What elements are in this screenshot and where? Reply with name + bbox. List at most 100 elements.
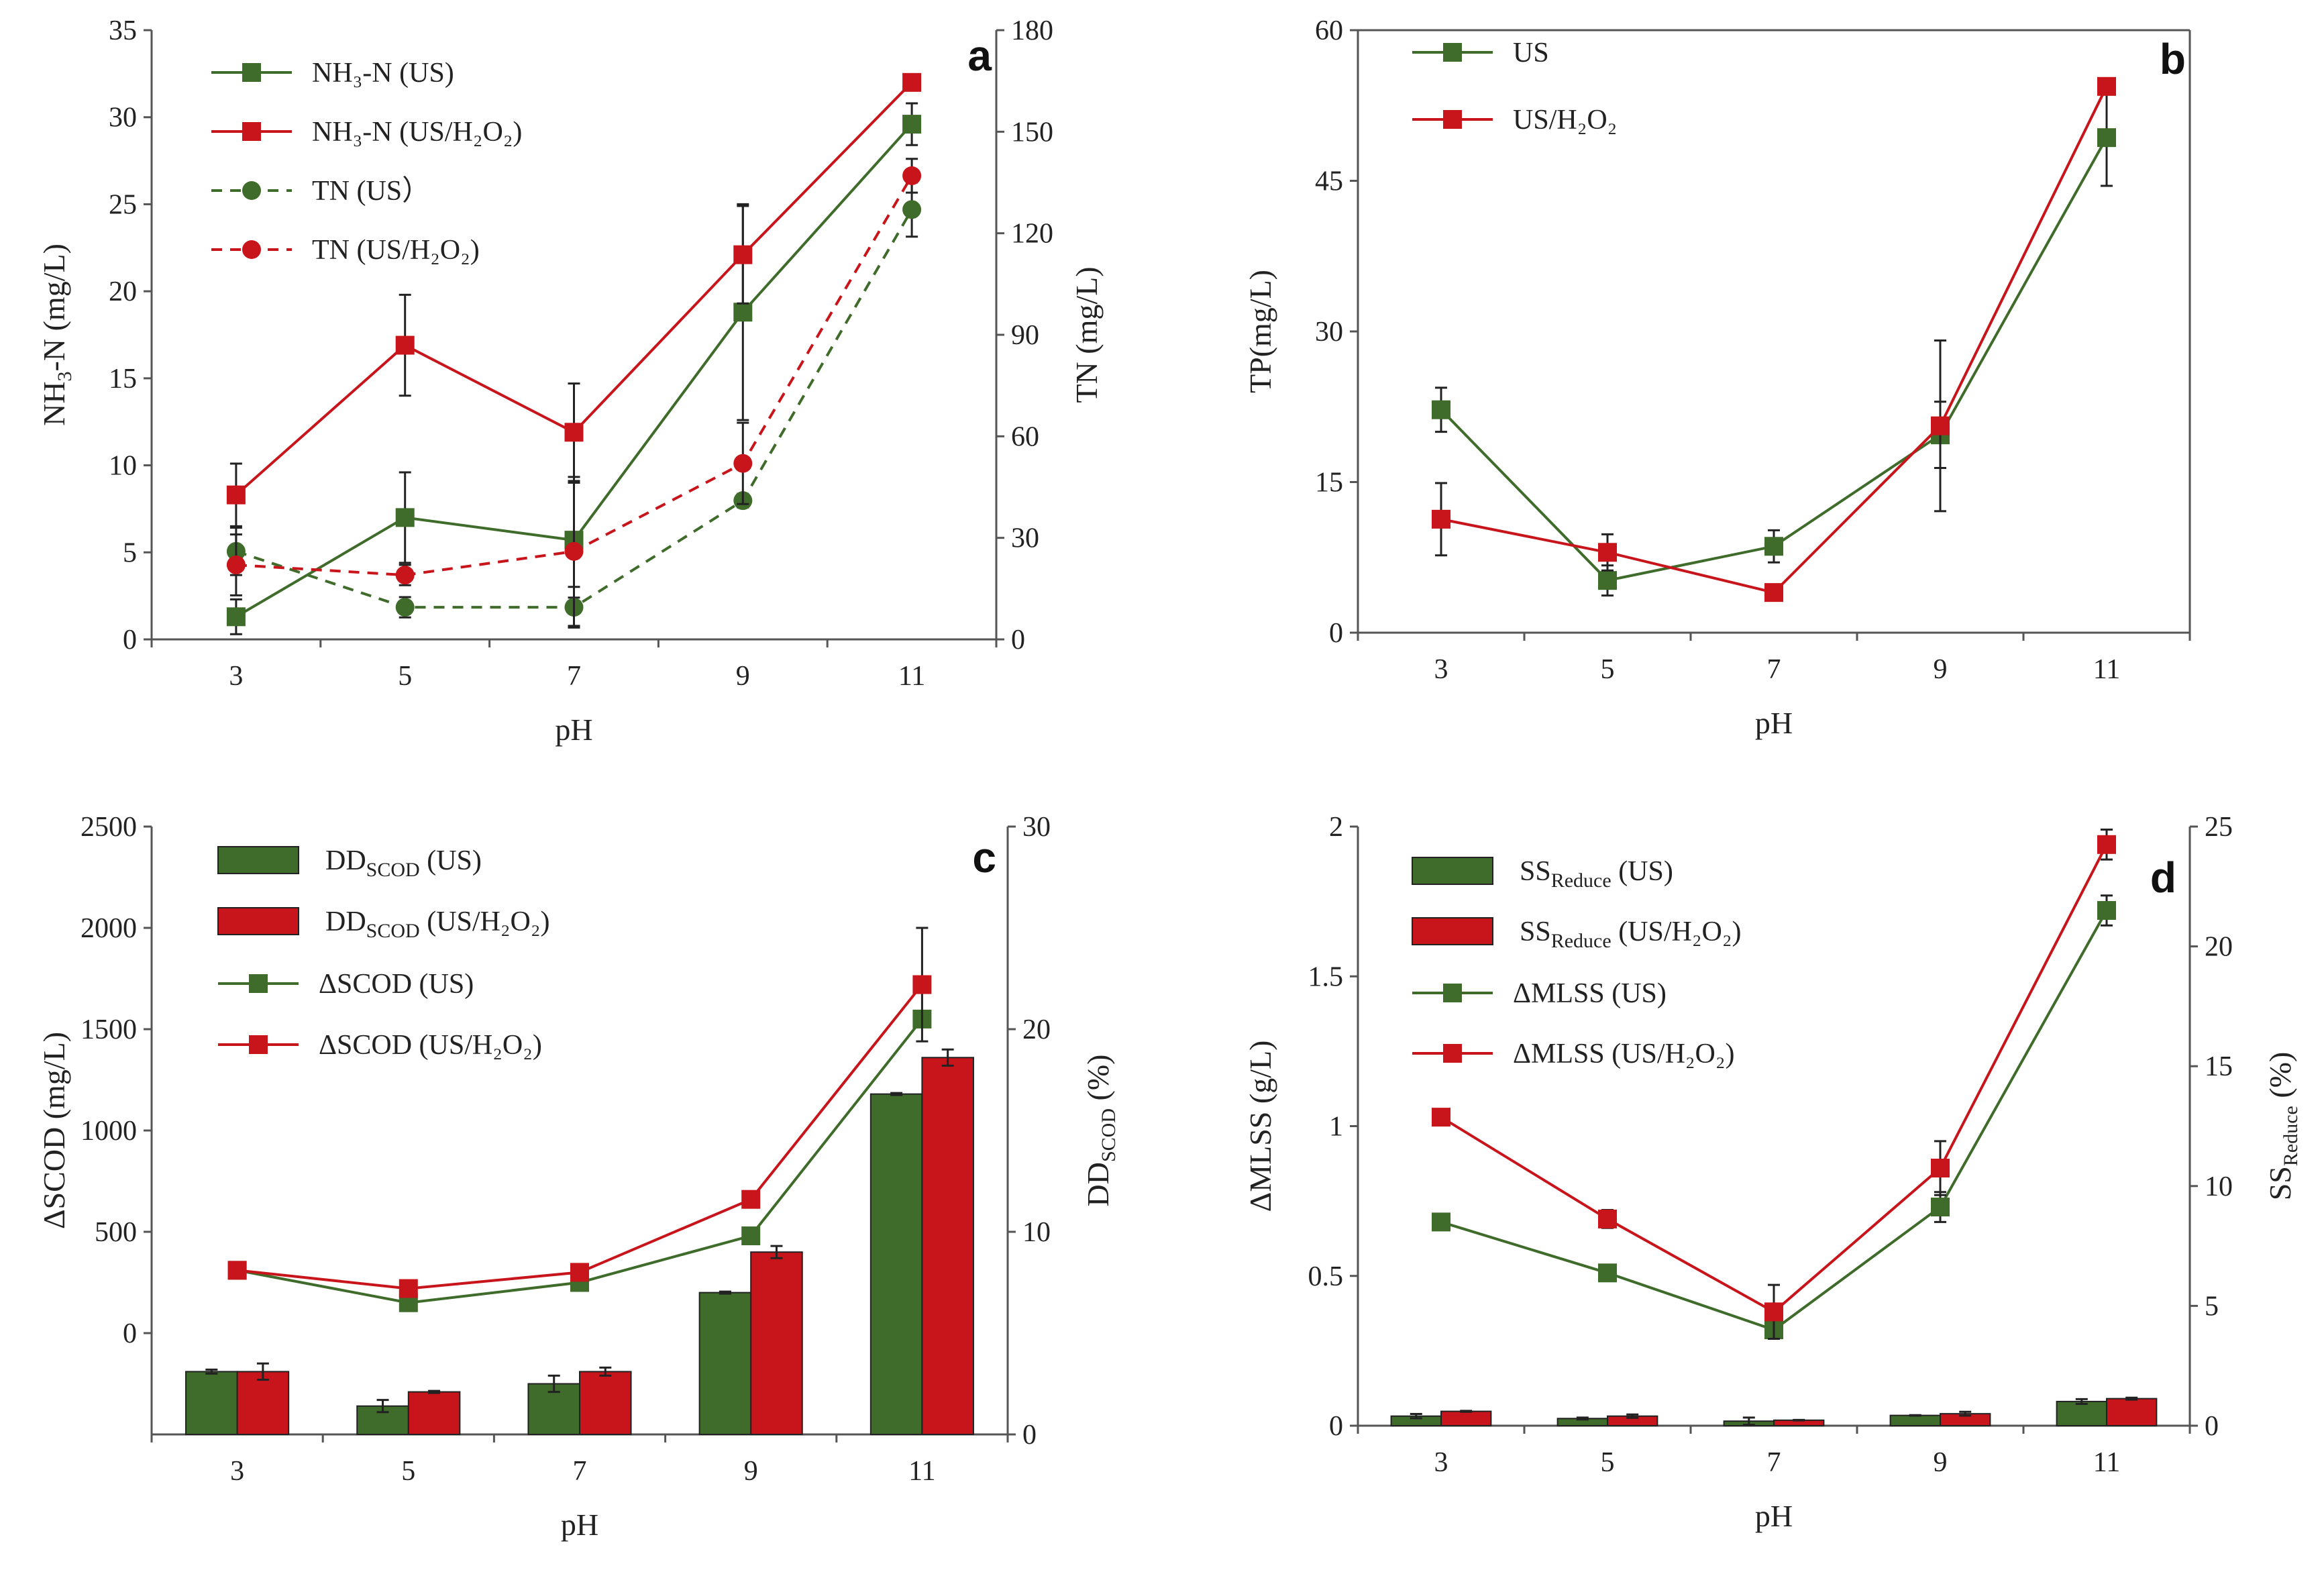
a-legend-marker: [242, 122, 261, 141]
c-bar-1-0: [236, 1371, 290, 1436]
d-y2-axis-title: SSReduce (%): [2263, 1052, 2302, 1201]
d-xtick-label: 3: [1434, 1447, 1448, 1478]
c-x-axis-title: pH: [561, 1508, 598, 1542]
c-y2tick-label: 10: [1022, 1217, 1051, 1248]
b-y-axis-title: TP(mg/L): [1243, 270, 1277, 393]
d-ytick-label: 0.5: [1308, 1261, 1344, 1292]
a-ytick-label: 5: [123, 537, 137, 568]
c-bar-0-0: [185, 1371, 238, 1436]
c-y-axis-title: ΔSCOD (mg/L): [37, 1032, 71, 1229]
d-y2tick-label: 15: [2205, 1051, 2233, 1082]
c-legend-label: ΔSCOD (US): [319, 969, 474, 1000]
d-bar-errorbar: [2075, 1398, 2088, 1405]
a-xtick-label: 7: [567, 661, 581, 692]
d-series-point-1-4: [2097, 835, 2116, 854]
panel-b: 0 15 30 45 60 3 5 7 9 11 pH TP(mg/L) US US/H₂O₂ b: [1243, 15, 2191, 740]
a-x-axis-title: pH: [555, 713, 592, 747]
a-xtick-label: 5: [398, 661, 412, 692]
c-xtick-label: 3: [230, 1456, 244, 1487]
b-xtick-label: 3: [1434, 654, 1448, 685]
a-legend-label: TN (US）: [312, 176, 430, 207]
b-ytick-label: 0: [1329, 618, 1343, 649]
d-bar-errorbar: [1959, 1410, 1972, 1417]
c-bar-errorbar: [890, 1092, 903, 1096]
c-bar-0-3: [698, 1292, 752, 1435]
d-legend-label: SSReduce (US/H₂O₂): [1520, 916, 1741, 952]
c-series-point-1-2: [570, 1263, 589, 1282]
d-series-point-0-1: [1598, 1263, 1617, 1283]
d-bar-errorbar: [2125, 1396, 2138, 1401]
c-ytick-label: 500: [95, 1217, 137, 1248]
a-series-point-2-1: [395, 598, 415, 617]
a-xtick-label: 11: [898, 661, 925, 692]
b-xtick-label: 9: [1934, 654, 1948, 685]
b-series-line-0: [1440, 137, 2108, 582]
b-series-point-0-4: [2097, 128, 2116, 148]
a-legend-label: TN (US/H₂O₂): [312, 235, 480, 266]
a-ytick-label: 0: [123, 625, 137, 655]
d-series-point-1-3: [1931, 1159, 1950, 1178]
a-legend-marker: [242, 181, 261, 200]
d-ytick-label: 1.5: [1308, 961, 1344, 992]
d-xtick-label: 9: [1934, 1447, 1948, 1478]
d-bar-errorbar: [1460, 1410, 1473, 1413]
a-y2tick-label: 60: [1011, 421, 1039, 452]
a-y-axis-title: NH3-N (mg/L): [37, 244, 76, 426]
d-series-point-0-0: [1432, 1212, 1450, 1232]
a-ytick-label: 25: [109, 189, 137, 220]
b-series-point-1-4: [2097, 76, 2116, 96]
d-series-point-0-4: [2097, 901, 2116, 920]
panel-c: 0 500 1000 1500 2000 2500 0 10 20 30 3 5 7 9 11 pH ΔSCOD…: [37, 812, 1120, 1542]
a-ytick-label: 20: [109, 276, 137, 307]
d-legend-marker: [1443, 1044, 1462, 1063]
a-legend-marker: [242, 240, 261, 259]
c-bar-errorbar: [941, 1048, 954, 1067]
a-legend-marker: [242, 63, 261, 82]
b-series-point-0-2: [1764, 537, 1783, 556]
c-xtick-label: 7: [573, 1456, 587, 1487]
d-legend-swatch: [1412, 917, 1493, 945]
d-bar-1-0: [1440, 1410, 1492, 1427]
c-legend-marker: [249, 1035, 268, 1054]
b-series-point-0-0: [1432, 400, 1450, 419]
c-bar-1-2: [579, 1371, 632, 1436]
d-bar-1-4: [2106, 1398, 2158, 1427]
c-legend: DDSCOD (US) DDSCOD (US/H₂O₂) ΔSCOD (US) ΔSC…: [217, 845, 549, 1061]
a-series-point-3-1: [395, 566, 415, 585]
a-series-point-1-2: [564, 423, 584, 442]
c-bar-errorbar: [770, 1245, 783, 1259]
b-legend: US US/H₂O₂: [1412, 38, 1617, 136]
d-bar-errorbar: [1626, 1413, 1639, 1419]
d-legend: SSReduce (US) SSReduce (US/H₂O₂) ΔMLSS (US…: [1412, 856, 1741, 1069]
c-xtick-label: 5: [401, 1456, 415, 1487]
b-ytick-label: 45: [1315, 166, 1343, 197]
b-series-point-1-2: [1764, 583, 1783, 602]
b-legend-marker: [1443, 110, 1462, 129]
d-legend-marker: [1443, 984, 1462, 1002]
c-legend-swatch: [217, 846, 299, 874]
d-bar-errorbar: [1576, 1416, 1589, 1421]
b-ytick-label: 60: [1315, 15, 1343, 46]
c-bar-errorbar: [205, 1368, 218, 1375]
a-y2tick-label: 0: [1011, 625, 1025, 655]
c-ytick-label: 0: [123, 1318, 137, 1349]
c-bar-errorbar: [547, 1374, 560, 1393]
a-ytick-label: 15: [109, 364, 137, 394]
b-xtick-label: 11: [2093, 654, 2120, 685]
a-series-point-1-0: [226, 485, 246, 505]
c-legend-marker: [249, 974, 268, 993]
c-series-point-1-1: [399, 1279, 418, 1298]
b-series-point-0-1: [1598, 571, 1617, 590]
a-ytick-label: 30: [109, 103, 137, 134]
b-series-point-1-3: [1931, 416, 1950, 435]
d-y-axis-title: ΔMLSS (g/L): [1243, 1041, 1277, 1212]
a-panel-letter: a: [967, 32, 992, 80]
c-bar-0-4: [869, 1093, 923, 1435]
a-y2tick-label: 30: [1011, 523, 1039, 554]
d-bar-0-4: [2056, 1400, 2108, 1427]
c-legend-swatch: [217, 907, 299, 935]
a-y2tick-label: 150: [1011, 117, 1053, 148]
d-legend-swatch: [1412, 857, 1493, 885]
